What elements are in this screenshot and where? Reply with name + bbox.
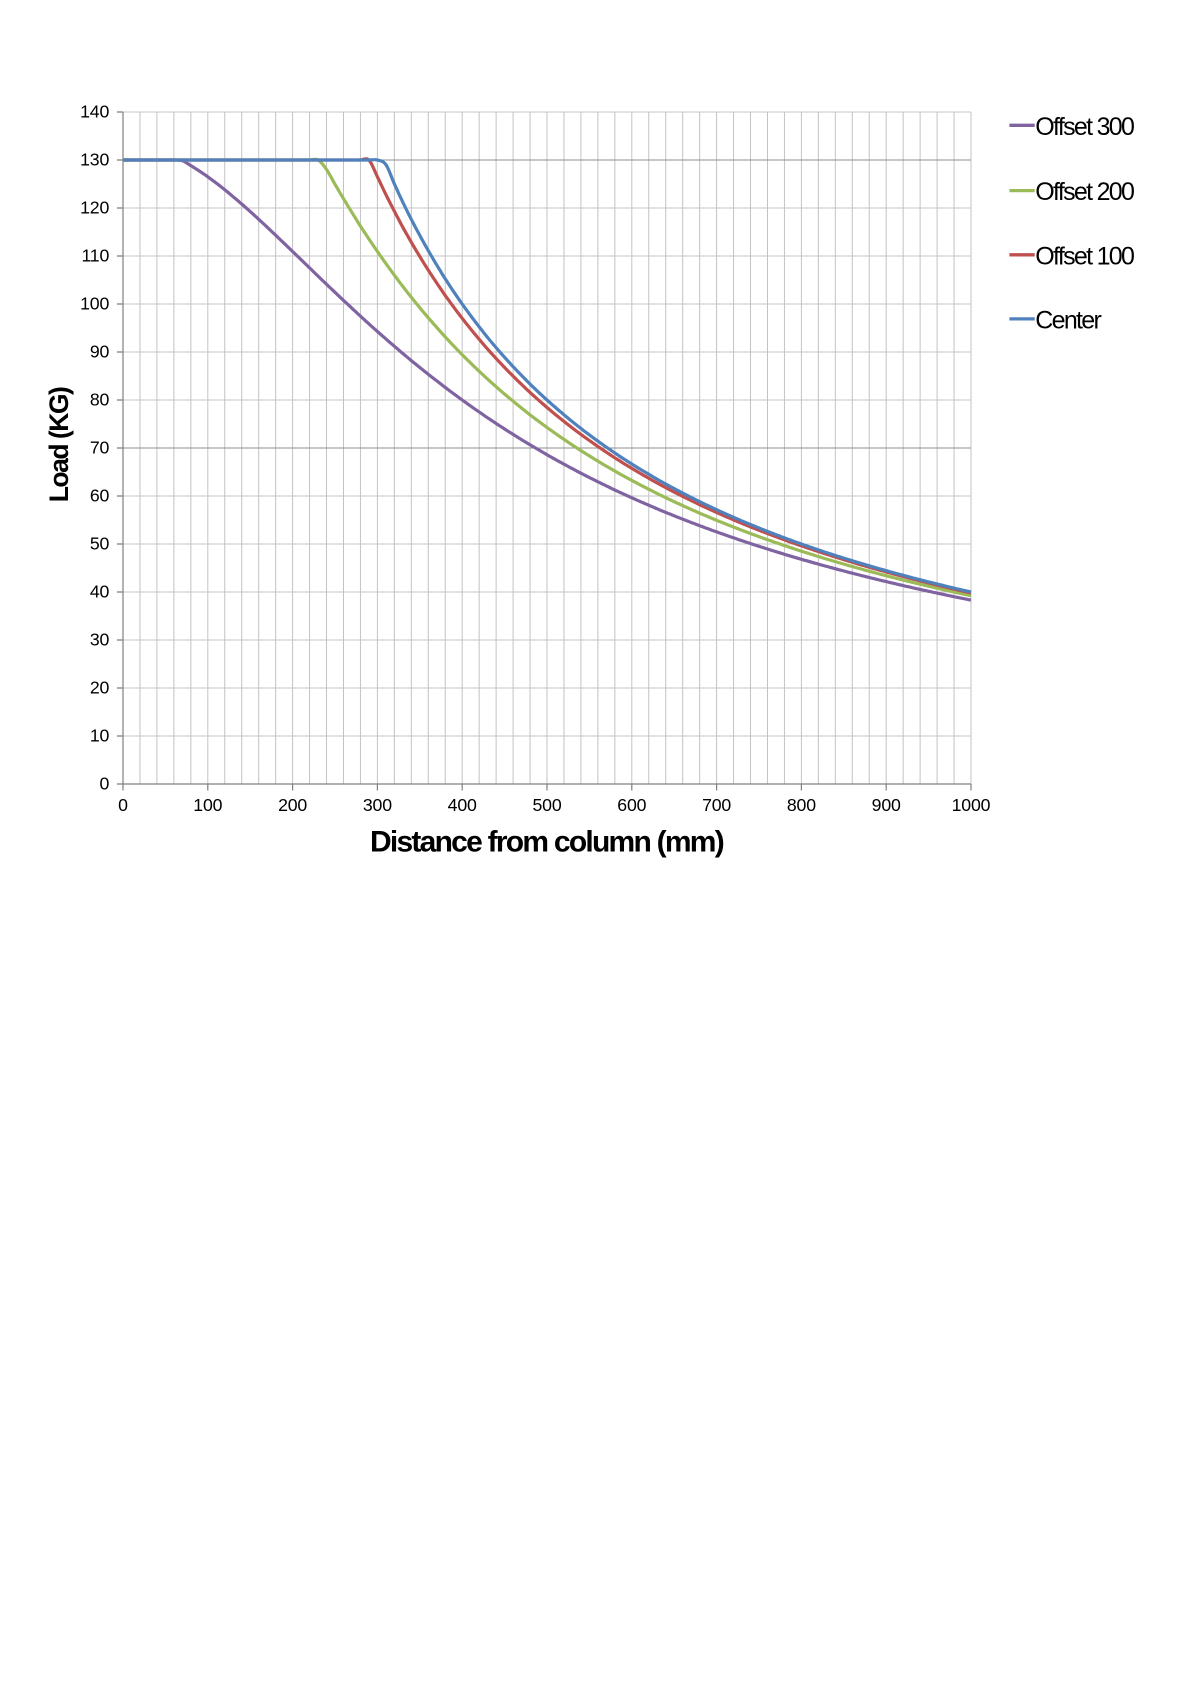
svg-text:Offset 200: Offset 200	[1035, 178, 1134, 206]
svg-text:110: 110	[81, 246, 109, 266]
svg-text:Distance from column (mm): Distance from column (mm)	[370, 826, 724, 859]
svg-text:700: 700	[702, 795, 731, 815]
svg-text:400: 400	[448, 795, 477, 815]
svg-text:500: 500	[532, 795, 561, 815]
svg-text:20: 20	[90, 678, 110, 698]
svg-text:800: 800	[787, 795, 816, 815]
svg-text:Offset 100: Offset 100	[1035, 242, 1134, 270]
svg-text:30: 30	[90, 630, 110, 650]
svg-text:80: 80	[90, 390, 110, 410]
svg-text:Offset 300: Offset 300	[1035, 113, 1134, 141]
svg-text:100: 100	[193, 795, 222, 815]
svg-text:90: 90	[90, 342, 110, 362]
svg-text:0: 0	[118, 795, 128, 815]
svg-text:100: 100	[80, 294, 109, 314]
svg-text:50: 50	[90, 534, 110, 554]
svg-text:60: 60	[90, 486, 110, 506]
svg-text:120: 120	[80, 198, 109, 218]
svg-text:300: 300	[363, 795, 392, 815]
svg-text:200: 200	[278, 795, 307, 815]
svg-text:0: 0	[100, 774, 110, 794]
svg-text:900: 900	[872, 795, 901, 815]
svg-text:10: 10	[90, 726, 110, 746]
svg-text:600: 600	[617, 795, 646, 815]
svg-text:40: 40	[90, 582, 110, 602]
svg-text:140: 140	[80, 102, 109, 122]
svg-text:130: 130	[80, 150, 109, 170]
svg-text:1000: 1000	[952, 795, 991, 815]
svg-text:70: 70	[90, 438, 110, 458]
svg-text:Center: Center	[1035, 307, 1101, 335]
svg-text:Load (KG): Load (KG)	[44, 387, 74, 502]
